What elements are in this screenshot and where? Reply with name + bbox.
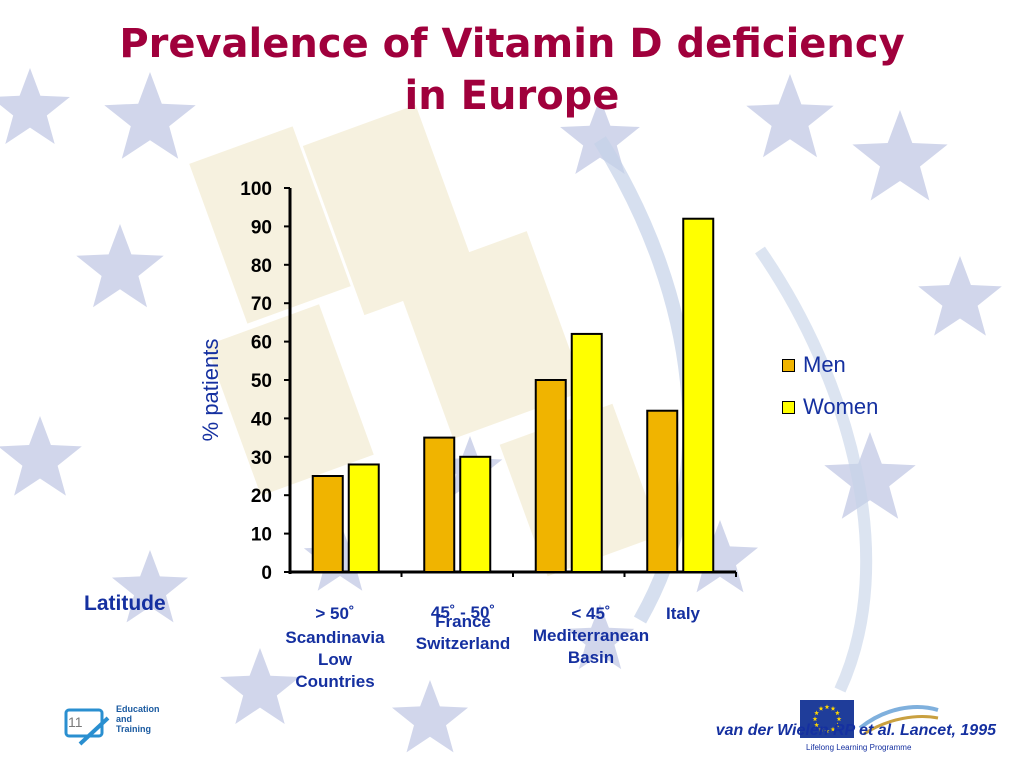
eu-star-icon: [834, 710, 840, 716]
bg-block: [189, 126, 351, 324]
bar-men-1: [311, 475, 344, 573]
y-tick-label: 30: [251, 448, 272, 469]
page-number: 11: [68, 714, 83, 730]
bar-men-3: [534, 379, 567, 573]
logo-text-line: Education: [116, 704, 160, 714]
bar-women-2: [459, 455, 492, 573]
eu-star-icon: [818, 706, 824, 711]
title-line: in Europe: [404, 73, 620, 119]
chart-legend: Men Women: [782, 344, 878, 428]
category-latitude: 45˚ - 50˚: [430, 603, 496, 622]
category-region-line: Basin: [567, 648, 615, 667]
category-latitude: < 45˚: [571, 604, 611, 623]
category-label-2: 45˚ - 50˚ France Switzerland: [400, 603, 526, 655]
eu-flag-logo-icon: [800, 700, 939, 738]
eu-star-icon: [814, 710, 820, 716]
eu-star-icon: [830, 706, 836, 711]
bg-arc: [755, 246, 873, 693]
y-tick-label: 70: [251, 294, 272, 315]
y-tick-label: 20: [251, 486, 272, 507]
legend-label-women: Women: [803, 394, 879, 419]
education-training-logo-icon: [64, 708, 110, 746]
legend-item-women: Women: [782, 386, 878, 428]
category-label-3: < 45˚ Mediterranean Basin: [516, 603, 666, 669]
category-region-line: Scandinavia: [285, 628, 385, 647]
y-tick-label: 10: [251, 525, 272, 546]
eu-star-icon: [812, 716, 818, 722]
category-label-1: > 50˚ Scandinavia Low Countries: [272, 603, 398, 693]
slide-title: Prevalence of Vitamin D deficiency in Eu…: [40, 18, 984, 122]
eu-star-icon: [824, 704, 830, 710]
bar-men-2: [423, 436, 456, 573]
eu-star-icon: [814, 722, 820, 728]
bg-star-icon: [565, 604, 635, 670]
bg-star-icon: [746, 74, 834, 158]
legend-label-men: Men: [803, 352, 846, 377]
bar-women-3: [570, 332, 603, 574]
llp-swoosh-icon: [863, 715, 939, 736]
bg-star-icon: [0, 416, 82, 496]
category-region-line: Countries: [295, 672, 375, 691]
bg-star-icon: [682, 520, 758, 593]
bar-women-1: [347, 463, 380, 574]
category-latitude: > 50˚: [315, 604, 355, 623]
bar-women-4: [682, 217, 715, 573]
category-region-line: Mediterranean: [532, 626, 650, 645]
y-tick-label: 50: [251, 371, 272, 392]
eu-star-icon: [824, 728, 830, 734]
pencil-icon: [78, 716, 110, 746]
category-region-line: Low: [318, 650, 352, 669]
eu-star-icon: [830, 726, 836, 732]
eu-star-icon: [818, 726, 824, 732]
y-tick-label: 60: [251, 333, 272, 354]
y-axis-title: % patients: [198, 339, 223, 442]
legend-swatch-women: [782, 400, 795, 414]
eu-star-icon: [834, 722, 840, 728]
lifelong-learning-text: Lifelong Learning Programme: [806, 743, 912, 752]
y-tick-label: 90: [251, 217, 272, 238]
category-label-4: Italy: [640, 603, 726, 625]
legend-item-men: Men: [782, 344, 878, 386]
bg-star-icon: [560, 98, 640, 174]
legend-swatch-men: [782, 358, 795, 372]
y-tick-label: 80: [251, 256, 272, 277]
logo-text-line: and: [116, 714, 133, 724]
logo-text-line: Training: [116, 724, 152, 734]
bg-star-icon: [104, 72, 196, 159]
bg-star-icon: [918, 256, 1002, 336]
category-region-line: France: [435, 612, 491, 631]
education-training-text: Education and Training: [116, 704, 160, 734]
x-axis-title: Latitude: [84, 592, 166, 615]
citation: van der Wielen RP et al. Lancet, 1995: [715, 722, 996, 739]
bg-star-icon: [392, 680, 468, 753]
title-line: Prevalence of Vitamin D deficiency: [119, 21, 905, 67]
y-tick-label: 100: [240, 179, 272, 200]
bg-star-icon: [852, 110, 948, 201]
llp-swoosh-icon: [858, 705, 939, 730]
category-region-line: Switzerland: [415, 634, 511, 653]
bg-star-icon: [76, 224, 164, 308]
bg-block: [302, 104, 478, 316]
y-tick-label: 40: [251, 409, 272, 430]
bg-star-icon: [0, 68, 70, 144]
category-latitude: Italy: [665, 604, 701, 623]
bg-star-icon: [220, 648, 300, 724]
y-tick-label: 0: [261, 563, 272, 584]
bar-men-4: [646, 409, 679, 573]
eu-star-icon: [836, 716, 842, 722]
bg-star-icon: [824, 432, 916, 519]
bg-star-icon: [112, 550, 188, 623]
